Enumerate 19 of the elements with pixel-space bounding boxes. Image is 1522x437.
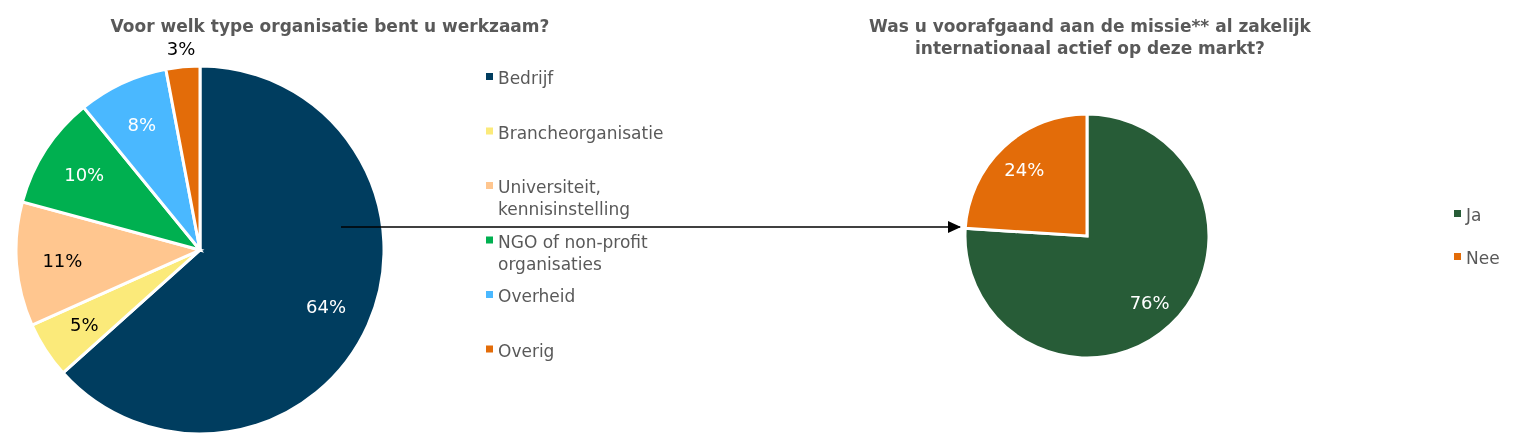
data-label: 64%: [306, 295, 347, 317]
legend-label: Ja: [1465, 205, 1482, 225]
legend-label: Overig: [498, 340, 555, 361]
data-label: 11%: [42, 250, 83, 272]
data-label: 76%: [1129, 292, 1170, 313]
data-label: 10%: [64, 164, 105, 186]
data-label: 3%: [166, 37, 196, 59]
legend-label: Overheid: [498, 286, 576, 306]
pie-slice: [963, 112, 1211, 360]
legend-label: Brancheorganisatie: [498, 122, 664, 143]
data-label: 8%: [127, 114, 157, 136]
chart-title: Voor welk type organisatie bent u werkzaam?: [110, 16, 550, 36]
legend-label: Bedrijf: [498, 68, 555, 88]
legend-label: Universiteit, kennisinstelling: [498, 177, 631, 219]
data-label: 5%: [69, 314, 99, 336]
chart-title: Was u voorafgaand aan de missie** al zakelijk internationaal actief op deze markt?: [869, 16, 1312, 58]
legend-label: Nee: [1466, 248, 1500, 268]
data-label: 24%: [1004, 158, 1045, 180]
legend-label: NGO of non-profit organisaties: [498, 231, 649, 274]
